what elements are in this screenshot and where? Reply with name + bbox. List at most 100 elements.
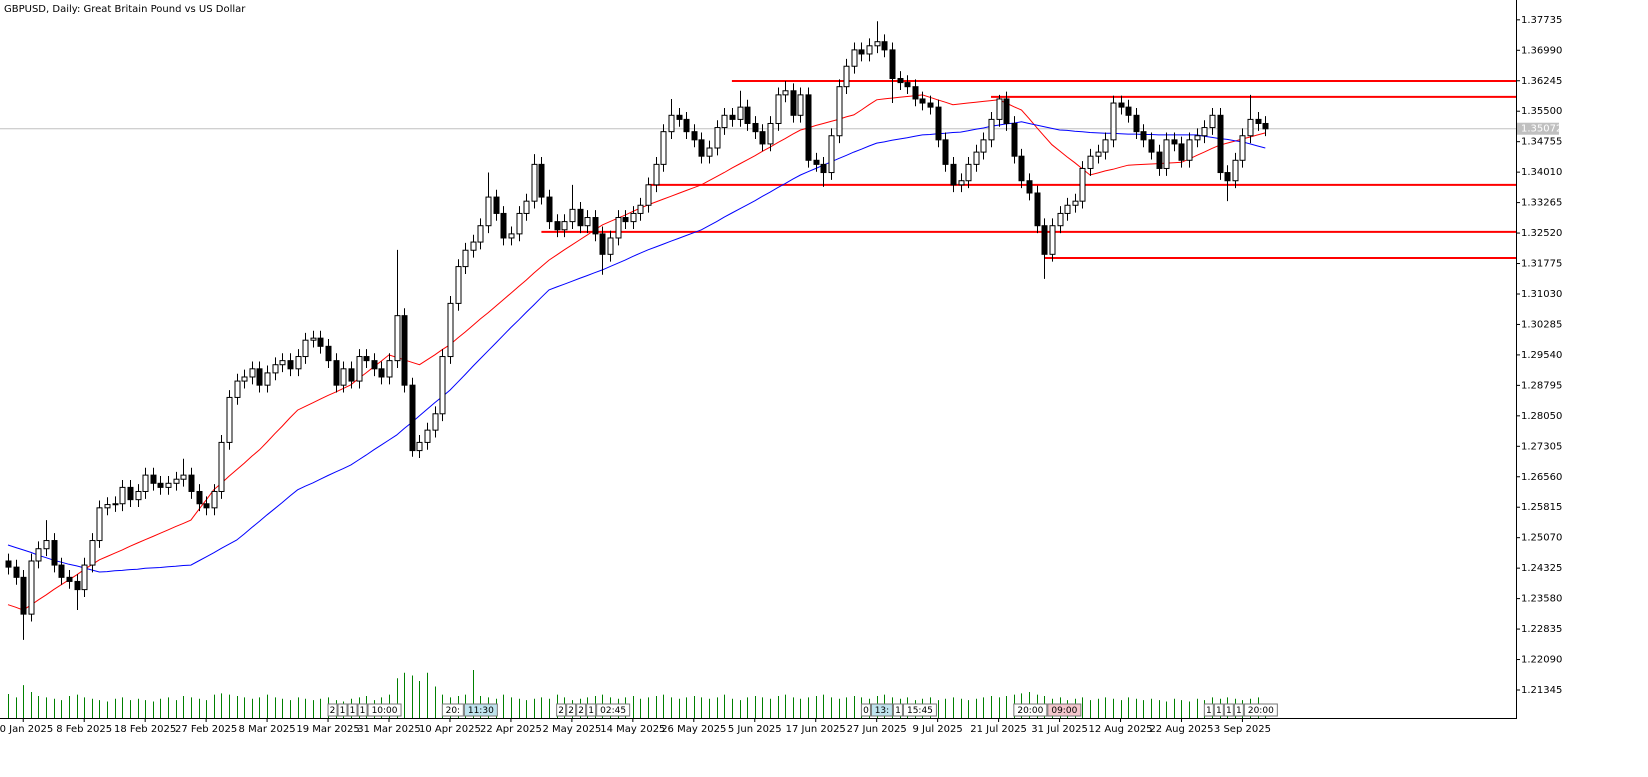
candle-body	[858, 49, 865, 55]
x-tick-label: 30 Jan 2025	[0, 724, 53, 735]
candle-body	[1125, 106, 1132, 116]
x-tick-label: 2 May 2025	[542, 724, 601, 735]
candle-body	[485, 196, 492, 227]
event-box	[596, 703, 631, 717]
candle-body	[295, 356, 302, 370]
candle-body	[340, 368, 347, 386]
candle-body	[782, 90, 789, 96]
candle-body	[394, 315, 401, 362]
candle-body	[1209, 114, 1216, 129]
candle-body	[660, 131, 667, 165]
plot-area: 2 1 1 1 10:00 20: 11:30 2 2 2 1 02:45 0 13: 1 15:45 20:0…	[0, 21, 1516, 718]
candle-body	[904, 82, 911, 88]
candle-body	[173, 478, 180, 484]
y-tick-label: 1.26560	[1521, 472, 1562, 483]
y-tick-label: 1.31030	[1521, 289, 1562, 300]
candle-body	[592, 217, 599, 235]
candle-body	[1247, 118, 1254, 137]
candle-body	[935, 106, 942, 141]
event-box	[1223, 703, 1234, 717]
candle-body	[988, 118, 995, 141]
candle-body	[554, 221, 561, 231]
candle-body	[1133, 114, 1140, 133]
candle-body	[1156, 151, 1163, 169]
candle-body	[805, 94, 812, 161]
candle-body	[401, 315, 408, 386]
candle-body	[462, 249, 469, 268]
event-box	[1213, 703, 1224, 717]
candle-body	[1079, 167, 1086, 202]
event-label: 09:00	[1051, 706, 1077, 716]
candle-body	[439, 356, 446, 415]
candle-body	[1178, 143, 1185, 161]
event-label: 10:00	[372, 706, 398, 716]
candle-body	[226, 396, 233, 443]
candle-body	[1224, 172, 1231, 182]
candle-body	[1194, 135, 1201, 141]
x-tick-label: 19 Mar 2025	[296, 724, 359, 735]
x-tick-label: 8 Mar 2025	[239, 724, 296, 735]
event-label: 1	[1206, 706, 1212, 716]
candle-body	[897, 78, 904, 84]
candle-body	[51, 540, 58, 566]
event-label: 1	[350, 706, 356, 716]
candle-body	[477, 225, 484, 243]
candle-body	[698, 139, 705, 157]
candle-body	[752, 122, 759, 133]
candle-body	[965, 163, 972, 182]
last-price-label: 1.35072	[1521, 124, 1562, 135]
candle-body	[584, 217, 591, 227]
event-label: 2	[568, 706, 574, 716]
candle-body	[1118, 102, 1125, 108]
event-box	[892, 703, 903, 717]
candle-body	[546, 196, 553, 223]
event-label: 02:45	[600, 706, 626, 716]
candle-body	[721, 114, 728, 129]
candle-body	[653, 163, 660, 186]
candle-body	[1041, 225, 1048, 255]
candle-body	[35, 548, 42, 562]
candle-body	[569, 208, 576, 223]
candle-body	[843, 65, 850, 88]
candle-body	[127, 486, 134, 501]
x-tick-label: 31 Mar 2025	[357, 724, 420, 735]
candle-body	[1102, 139, 1109, 153]
event-box	[566, 703, 577, 717]
candle-body	[416, 441, 423, 452]
candle-body	[645, 184, 652, 206]
candle-body	[729, 114, 736, 120]
event-box	[1243, 703, 1278, 717]
candle-body	[74, 580, 81, 591]
event-label: 13:	[875, 706, 889, 716]
candle-body	[691, 131, 698, 141]
candle-body	[996, 98, 1003, 120]
x-tick-label: 22 Apr 2025	[480, 724, 542, 735]
candle-body	[1011, 122, 1018, 157]
candle-body	[386, 360, 393, 378]
candle-body	[1026, 180, 1033, 194]
event-label: 1	[588, 706, 594, 716]
event-box	[576, 703, 587, 717]
y-tick-label: 1.28050	[1521, 411, 1562, 422]
x-tick-label: 26 May 2025	[661, 724, 726, 735]
candle-body	[28, 560, 35, 615]
candle-body	[958, 180, 965, 186]
candle-body	[1003, 98, 1010, 124]
candle-body	[211, 490, 218, 509]
candle-body	[81, 564, 88, 591]
event-box	[860, 703, 871, 717]
candle-body	[508, 233, 515, 239]
x-tick-label: 17 Jun 2025	[786, 724, 846, 735]
y-tick-label: 1.29540	[1521, 350, 1562, 361]
candle-body	[980, 139, 987, 153]
candle-body	[927, 102, 934, 108]
candle-body	[1018, 155, 1025, 182]
candle-body	[1186, 139, 1193, 161]
candle-body	[1110, 102, 1117, 141]
candle-body	[1034, 192, 1041, 227]
candle-body	[378, 368, 385, 378]
candle-body	[256, 368, 263, 386]
candle-body	[493, 196, 500, 214]
